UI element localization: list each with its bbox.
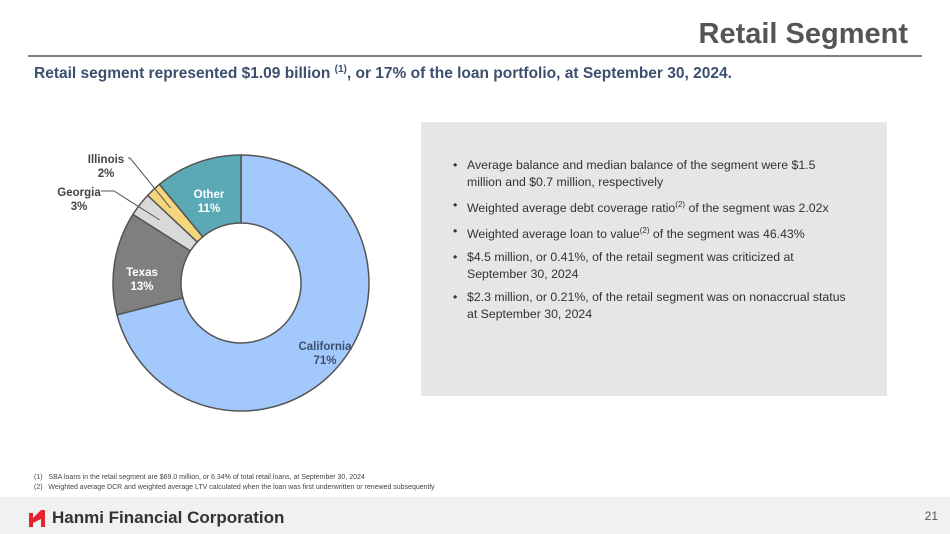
highlights-panel: Average balance and median balance of th… — [421, 122, 887, 396]
footnote-1: (1) SBA loans in the retail segment are … — [34, 474, 365, 481]
slice-category-label: California — [298, 341, 352, 353]
slice-other — [158, 154, 242, 238]
page-title: Retail Segment — [698, 18, 909, 50]
slice-value-label: 71% — [313, 355, 336, 367]
bullet-item: Average balance and median balance of th… — [453, 158, 847, 189]
leader-line — [101, 190, 160, 221]
slice-category-label: Georgia — [57, 187, 101, 199]
leader-line — [128, 157, 171, 209]
bullet-item: $2.3 million, or 0.21%, of the retail se… — [453, 290, 847, 321]
footnote-2: (2) Weighted average DCR and weighted av… — [34, 484, 435, 491]
footer-bar — [0, 497, 950, 534]
title-divider — [28, 55, 922, 57]
bullet-item: Weighted average debt coverage ratio(2) … — [453, 198, 847, 215]
company-logo: Hanmi Financial Corporation — [28, 508, 284, 528]
slice-california — [116, 154, 370, 412]
donut-chart: California 71% Texas 13% Georgia 3% Illinois 2%… — [57, 154, 370, 412]
slice-category-label: Illinois — [88, 154, 124, 166]
hanmi-logo-icon — [29, 510, 45, 527]
bullet-item: $4.5 million, or 0.41%, of the retail se… — [453, 250, 847, 281]
slice-category-label: Texas — [126, 267, 158, 279]
bullet-item: Weighted average loan to value(2) of the… — [453, 224, 847, 241]
slice-category-label: Other — [194, 189, 225, 201]
slice-value-label: 11% — [198, 203, 220, 215]
footnote-ref: (1) — [334, 64, 347, 75]
slice-value-label: 3% — [71, 201, 88, 213]
subtitle: Retail segment represented $1.09 billion… — [34, 64, 732, 83]
company-name: Hanmi Financial Corporation — [52, 508, 285, 527]
subtitle-text-end: , or 17% of the loan portfolio, at Septe… — [346, 65, 732, 83]
page-number: 21 — [924, 509, 938, 523]
slice-value-label: 2% — [98, 168, 115, 180]
slice-value-label: 13% — [130, 281, 153, 293]
subtitle-text: Retail segment represented $1.09 billion — [34, 65, 335, 83]
